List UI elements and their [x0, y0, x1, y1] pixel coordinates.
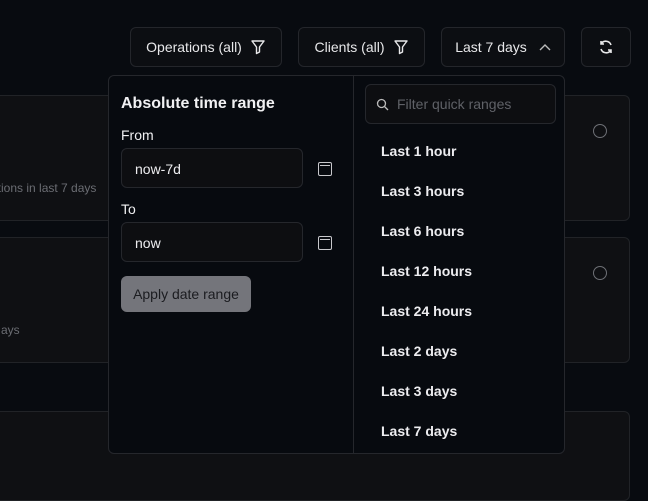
quick-range-item[interactable]: Last 7 days: [381, 423, 458, 439]
to-input[interactable]: now: [121, 222, 303, 262]
chevron-up-icon: [539, 44, 551, 51]
operations-filter-button[interactable]: Operations (all): [130, 27, 282, 67]
quick-range-item[interactable]: Last 6 hours: [381, 223, 465, 239]
calendar-icon[interactable]: [318, 162, 332, 176]
quick-range-item[interactable]: Last 2 days: [381, 343, 458, 359]
absolute-range-title: Absolute time range: [121, 95, 275, 112]
frown-icon: [593, 266, 607, 280]
quick-range-item[interactable]: Last 24 hours: [381, 303, 473, 319]
clients-label: Clients (all): [314, 39, 385, 55]
filter-icon: [393, 40, 408, 55]
filter-icon: [251, 40, 265, 55]
quick-range-item[interactable]: Last 3 hours: [381, 183, 465, 199]
apply-date-range-button[interactable]: Apply date range: [121, 276, 251, 312]
smile-icon: [593, 124, 607, 138]
time-range-label: Last 7 days: [455, 39, 527, 55]
refresh-button[interactable]: [581, 27, 631, 67]
divider: [353, 76, 354, 453]
clients-filter-button[interactable]: Clients (all): [298, 27, 425, 67]
calendar-icon[interactable]: [318, 236, 332, 250]
time-range-picker: Absolute time range From now-7d To now A…: [108, 75, 565, 454]
from-input[interactable]: now-7d: [121, 148, 303, 188]
quick-range-search[interactable]: Filter quick ranges: [365, 84, 556, 124]
search-placeholder: Filter quick ranges: [397, 96, 512, 112]
card-subtitle: ays: [1, 323, 20, 337]
quick-range-item[interactable]: Last 3 days: [381, 383, 458, 399]
card-subtitle: ations in last 7 days: [0, 181, 97, 195]
from-label: From: [121, 127, 154, 143]
quick-range-item[interactable]: Last 1 hour: [381, 143, 457, 159]
search-icon: [376, 98, 389, 110]
refresh-icon: [600, 40, 612, 54]
time-range-button[interactable]: Last 7 days: [441, 27, 565, 67]
quick-range-item[interactable]: Last 12 hours: [381, 263, 473, 279]
operations-label: Operations (all): [146, 39, 242, 55]
to-label: To: [121, 201, 136, 217]
